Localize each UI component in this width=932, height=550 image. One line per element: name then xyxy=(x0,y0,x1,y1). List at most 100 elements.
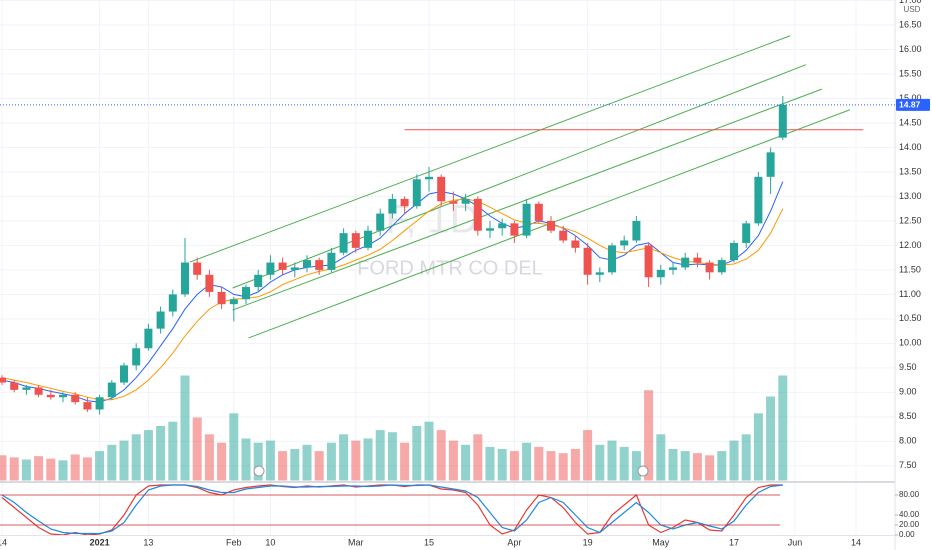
candle-body xyxy=(168,294,177,312)
x-tick-label: 13 xyxy=(143,537,153,547)
candle-body xyxy=(644,245,653,278)
candle-body xyxy=(461,198,470,204)
y-tick-label: 0.00 xyxy=(899,530,915,539)
y-tick-label: 13.00 xyxy=(899,191,922,201)
volume-bar xyxy=(705,455,715,481)
candle-body xyxy=(22,387,31,390)
candle-body xyxy=(412,179,421,207)
x-tick-label: 2021 xyxy=(90,537,110,547)
volume-bar xyxy=(558,453,568,481)
volume-bar xyxy=(241,438,251,481)
candle-body xyxy=(705,262,714,273)
candle-body xyxy=(144,328,153,349)
volume-bar xyxy=(70,454,80,481)
earnings-marker[interactable] xyxy=(253,465,265,477)
volume-bar xyxy=(253,442,263,481)
y-tick-label: 14.00 xyxy=(899,142,922,152)
candle-body xyxy=(351,233,360,248)
candle-body xyxy=(742,223,751,243)
last-price-label: 14.87 xyxy=(899,100,921,110)
x-tick-label: 14 xyxy=(851,537,861,547)
candle-body xyxy=(34,387,43,395)
volume-bar xyxy=(82,457,92,481)
candle-body xyxy=(315,260,324,270)
volume-bar xyxy=(265,440,275,481)
volume-bar xyxy=(168,421,178,481)
volume-bar xyxy=(351,440,361,481)
volume-bar xyxy=(314,451,324,481)
candle-body xyxy=(449,201,458,204)
volume-bar xyxy=(461,444,471,481)
plot xyxy=(0,35,864,536)
volume-bar xyxy=(95,451,105,481)
candle-body xyxy=(254,274,263,288)
volume-bar xyxy=(644,390,654,481)
volume-bar xyxy=(692,453,702,481)
earnings-marker[interactable] xyxy=(637,465,649,477)
candle-body xyxy=(242,287,250,300)
volume-bar xyxy=(436,430,446,481)
candle-body xyxy=(95,397,104,410)
candle-body xyxy=(266,262,275,275)
candle-body xyxy=(303,260,311,268)
candle-body xyxy=(717,260,726,273)
candle-body xyxy=(107,382,116,398)
volume-bar xyxy=(631,451,641,481)
candle-body xyxy=(522,203,531,236)
volume-bar xyxy=(119,440,129,481)
candle-body xyxy=(608,245,616,273)
candle-body xyxy=(71,394,80,403)
candle-body xyxy=(400,198,409,207)
candle-body xyxy=(559,230,568,241)
volume-bar xyxy=(668,449,678,481)
candle-body xyxy=(595,272,604,275)
x-tick-label: 14 xyxy=(0,537,7,547)
candle-body xyxy=(473,198,482,231)
volume-bar xyxy=(729,440,739,481)
candle-body xyxy=(10,382,19,390)
volume-bar xyxy=(753,413,763,481)
volume-bar xyxy=(9,457,19,481)
candle-body xyxy=(498,223,507,229)
y-tick-label: 15.50 xyxy=(899,68,922,78)
candle-body xyxy=(339,233,348,253)
y-tick-label: 20.00 xyxy=(899,520,920,529)
candle-body xyxy=(205,274,214,292)
volume-bar xyxy=(278,451,288,481)
y-tick-label: 10.00 xyxy=(899,338,922,348)
x-tick-label: Jun xyxy=(788,537,803,547)
x-tick-label: Mar xyxy=(348,537,364,547)
moving-average xyxy=(1,198,784,401)
volume-bar xyxy=(375,430,385,481)
volume-bar xyxy=(156,425,166,481)
volume-bar xyxy=(131,434,141,481)
volume-bar xyxy=(778,375,788,481)
trendline xyxy=(232,64,807,289)
y-tick-label: 12.00 xyxy=(899,240,922,250)
volume-bar xyxy=(680,451,690,481)
candle-body xyxy=(376,213,385,231)
volume-bar xyxy=(497,449,507,481)
candle-body xyxy=(217,291,226,305)
candle-body xyxy=(0,377,6,383)
oscillator-line xyxy=(1,484,783,535)
volume-bar xyxy=(583,430,593,481)
volume-bar xyxy=(741,434,751,481)
volume-bar xyxy=(143,430,153,481)
candle-body xyxy=(156,311,165,329)
candle-body xyxy=(290,267,299,270)
x-tick-label: 15 xyxy=(424,537,434,547)
y-tick-label: 80.00 xyxy=(899,490,920,499)
candle-body xyxy=(46,394,55,398)
candle-body xyxy=(681,257,690,268)
x-tick-label: Apr xyxy=(507,537,521,547)
candle-body xyxy=(510,223,519,236)
candle-body xyxy=(327,252,336,270)
candle-body xyxy=(766,152,775,177)
candle-body xyxy=(754,176,763,224)
last-price-box xyxy=(896,98,930,111)
currency-label: USD xyxy=(904,5,921,14)
volume-bar xyxy=(412,425,422,481)
volume-bar xyxy=(619,446,629,481)
y-tick-label: 9.50 xyxy=(899,362,917,372)
